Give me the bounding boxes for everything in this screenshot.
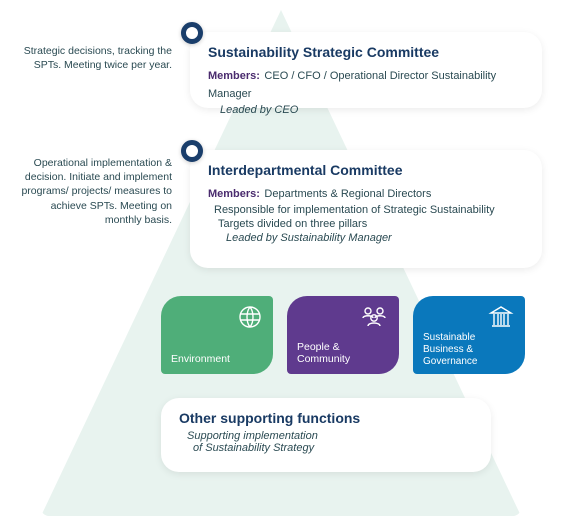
- diagram-stage: Strategic decisions, tracking the SPTs. …: [0, 0, 562, 526]
- pillar-gov-label: Sustainable Business & Governance: [423, 332, 515, 368]
- members-label: Members:: [208, 188, 260, 200]
- card-inter-title: Interdepartmental Committee: [208, 162, 526, 178]
- bullet-strategic: [181, 22, 203, 44]
- card-strategic-led: Leaded by CEO: [208, 104, 526, 116]
- card-bottom-title: Other supporting functions: [179, 410, 475, 426]
- members-label: Members:: [208, 70, 260, 82]
- card-inter-line2: Targets divided on three pillars: [208, 218, 526, 230]
- card-inter-led: Leaded by Sustainability Manager: [208, 232, 526, 244]
- members-text: Departments & Regional Directors: [264, 188, 431, 200]
- environment-icon: [171, 304, 263, 332]
- pillar-people-community: People & Community: [287, 296, 399, 374]
- card-inter-line1: Responsible for implementation of Strate…: [208, 204, 526, 216]
- pillar-people-label: People & Community: [297, 341, 389, 366]
- card-strategic-committee: Sustainability Strategic Committee Membe…: [190, 32, 542, 108]
- bullet-interdepartmental: [181, 140, 203, 162]
- card-bottom-sub2: of Sustainability Strategy: [179, 442, 475, 454]
- card-inter-members-row: Members: Departments & Regional Director…: [208, 184, 526, 202]
- people-icon: [297, 304, 389, 332]
- annotation-strategic: Strategic decisions, tracking the SPTs. …: [22, 44, 172, 72]
- annotation-interdepartmental: Operational implementation & decision. I…: [14, 156, 172, 227]
- card-strategic-title: Sustainability Strategic Committee: [208, 44, 526, 60]
- card-interdepartmental-committee: Interdepartmental Committee Members: Dep…: [190, 150, 542, 268]
- pillar-environment-label: Environment: [171, 353, 263, 366]
- card-supporting-functions: Other supporting functions Supporting im…: [161, 398, 491, 472]
- card-strategic-members-row: Members: CEO / CFO / Operational Directo…: [208, 66, 526, 102]
- pillar-environment: Environment: [161, 296, 273, 374]
- governance-icon: [423, 304, 515, 332]
- pillar-business-governance: Sustainable Business & Governance: [413, 296, 525, 374]
- card-bottom-sub1: Supporting implementation: [179, 430, 475, 442]
